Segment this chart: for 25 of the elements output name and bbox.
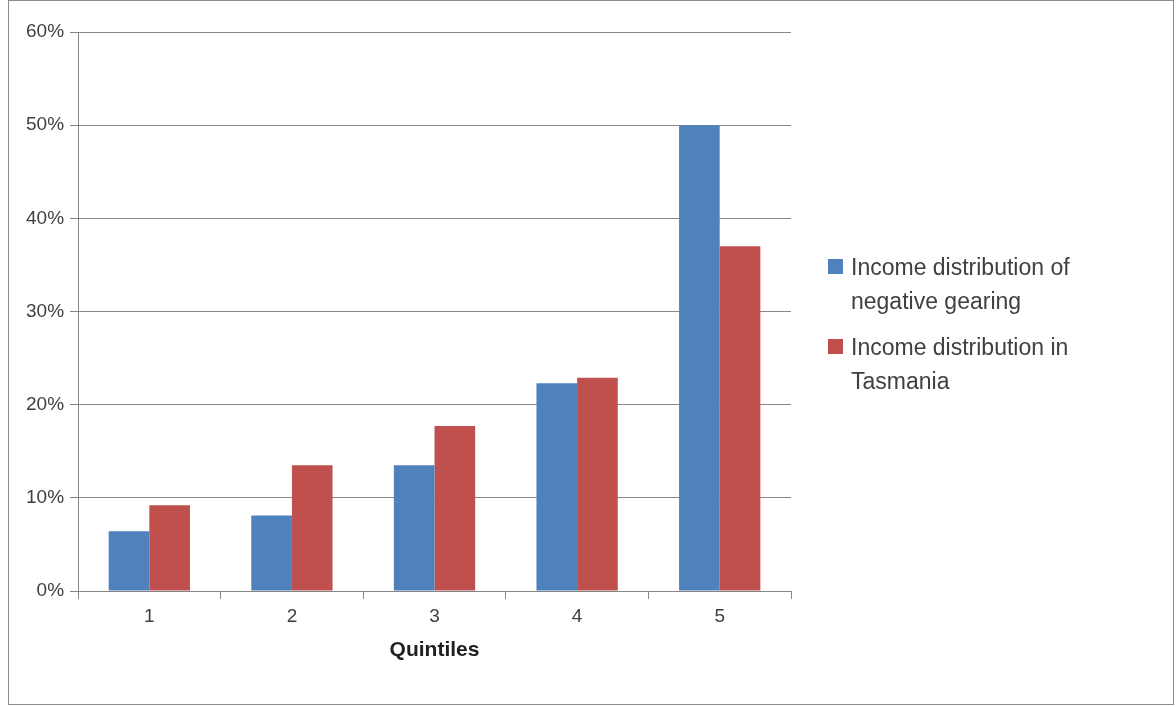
bar xyxy=(536,383,578,591)
legend-label: Income distribution in Tasmania xyxy=(851,333,1070,396)
y-tick-label: 20% xyxy=(26,392,65,414)
x-tick-label: 4 xyxy=(571,604,583,626)
bar xyxy=(679,125,720,591)
y-tick-label: 60% xyxy=(26,20,65,42)
x-tick-label: 1 xyxy=(144,604,155,626)
bar xyxy=(577,377,618,591)
bar xyxy=(719,246,761,591)
x-tick-label: 5 xyxy=(714,604,725,626)
x-tick-label: 3 xyxy=(429,604,440,626)
x-tick-label: 2 xyxy=(286,604,298,626)
x-axis-title: Quintiles xyxy=(389,637,480,661)
bar xyxy=(434,426,476,591)
legend-label: Income distribution of negative gearing xyxy=(851,253,1071,316)
bar xyxy=(251,515,292,591)
y-tick-label: 0% xyxy=(36,579,65,601)
y-tick-label: 50% xyxy=(26,113,65,135)
bar xyxy=(291,465,333,591)
y-tick-label: 30% xyxy=(26,299,65,321)
y-tick-label: 10% xyxy=(26,486,65,508)
bar xyxy=(393,465,435,591)
y-tick-label: 40% xyxy=(26,206,65,228)
bar xyxy=(108,531,150,591)
bar xyxy=(149,505,190,591)
